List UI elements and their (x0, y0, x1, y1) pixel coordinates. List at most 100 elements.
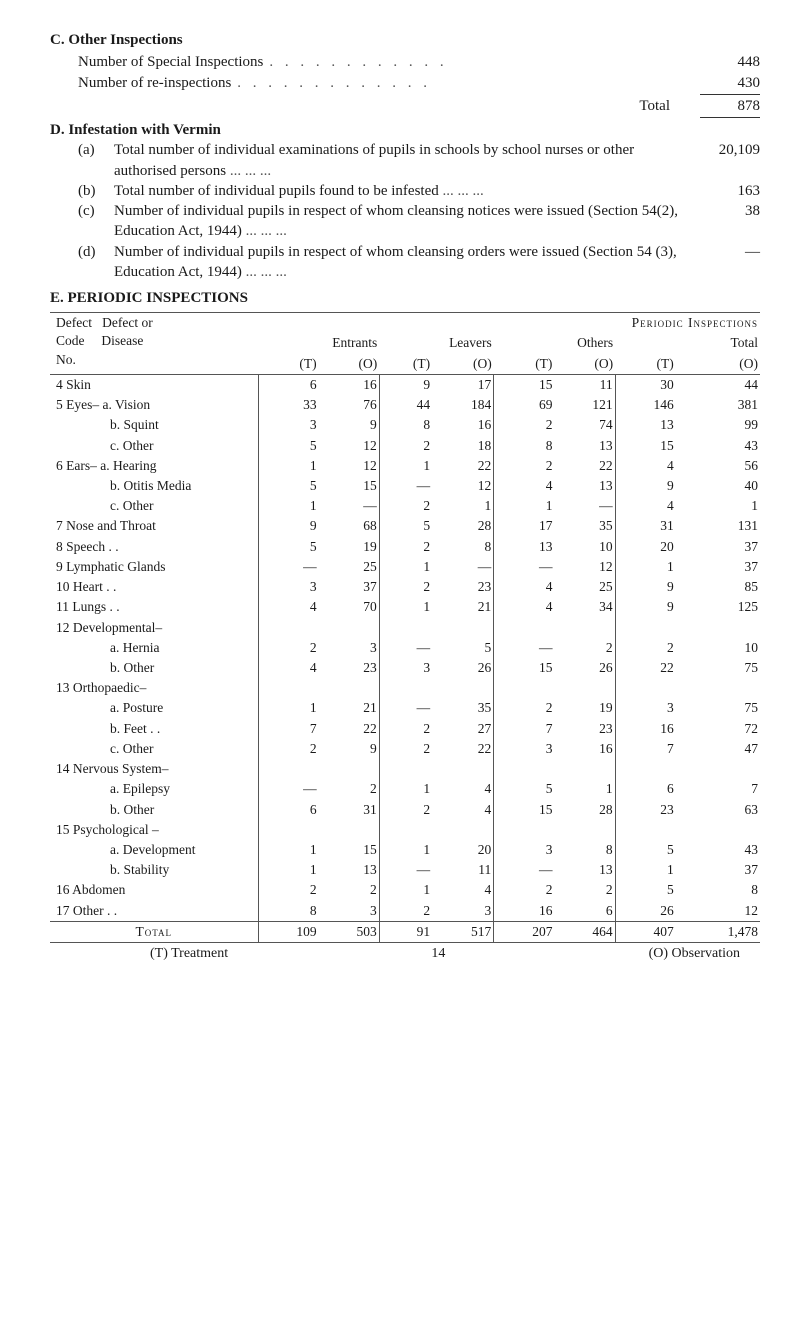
d-item-value: 38 (680, 201, 760, 242)
value-cell: 16 (319, 374, 380, 395)
value-cell: 9 (615, 577, 676, 597)
value-cell (494, 618, 555, 638)
value-cell: 7 (676, 779, 760, 799)
value-cell: 1 (379, 557, 432, 577)
footer-page: 14 (431, 945, 445, 964)
d-item: (a)Total number of individual examinatio… (50, 140, 760, 181)
value-cell: 8 (379, 415, 432, 435)
value-cell: — (494, 638, 555, 658)
value-cell: 1 (615, 860, 676, 880)
value-cell: 25 (319, 557, 380, 577)
value-cell: 184 (432, 395, 494, 415)
tot-5: 464 (554, 921, 615, 942)
leader-dots: . . . . . . . . . . . . (263, 52, 680, 72)
table-row: 15 Psychological – (50, 820, 760, 840)
value-cell: 18 (432, 436, 494, 456)
tot-7: 1,478 (676, 921, 760, 942)
value-cell (432, 820, 494, 840)
table-title: Periodic Inspections (258, 313, 760, 334)
value-cell: 381 (676, 395, 760, 415)
value-cell: 6 (258, 800, 319, 820)
value-cell: 15 (494, 658, 555, 678)
value-cell (676, 618, 760, 638)
value-cell: 19 (554, 698, 615, 718)
footer-right: (O) Observation (649, 945, 740, 964)
value-cell: 5 (258, 436, 319, 456)
value-cell: 131 (676, 516, 760, 536)
total-label: Total (78, 96, 680, 116)
value-cell: 5 (615, 880, 676, 900)
value-cell: 13 (615, 415, 676, 435)
value-cell: 6 (554, 901, 615, 922)
value-cell: 22 (432, 739, 494, 759)
table-row: 5 Eyes– a. Vision33764418469121146381 (50, 395, 760, 415)
inspections-table: Defect Defect or Code Disease No. Period… (50, 312, 760, 943)
value-cell: 69 (494, 395, 555, 415)
value-cell: 2 (319, 779, 380, 799)
value-cell: 19 (319, 537, 380, 557)
value-cell (676, 678, 760, 698)
value-cell (319, 678, 380, 698)
value-cell: 2 (554, 638, 615, 658)
tot-0: 109 (258, 921, 319, 942)
value-cell (319, 618, 380, 638)
hdr-defector: Defect or (102, 315, 153, 330)
value-cell: 1 (258, 698, 319, 718)
value-cell: 4 (258, 597, 319, 617)
table-row: 16 Abdomen22142258 (50, 880, 760, 900)
value-cell: 35 (432, 698, 494, 718)
value-cell: 75 (676, 698, 760, 718)
value-cell: 1 (258, 860, 319, 880)
sub-t: (T) (258, 354, 319, 375)
value-cell: 13 (494, 537, 555, 557)
value-cell: 4 (432, 800, 494, 820)
value-cell: 23 (432, 577, 494, 597)
value-cell: 8 (432, 537, 494, 557)
value-cell: 1 (676, 496, 760, 516)
value-cell: 146 (615, 395, 676, 415)
value-cell: 1 (432, 496, 494, 516)
table-row: 10 Heart . .337223425985 (50, 577, 760, 597)
value-cell: — (258, 779, 319, 799)
disease-cell: a. Hernia (50, 638, 258, 658)
value-cell: 4 (615, 496, 676, 516)
value-cell: 4 (494, 577, 555, 597)
d-item-text: Total number of individual pupils found … (114, 181, 680, 201)
group-leavers: Leavers (379, 333, 494, 353)
value-cell: 99 (676, 415, 760, 435)
value-cell: 70 (319, 597, 380, 617)
value-cell (554, 618, 615, 638)
value-cell: 3 (494, 840, 555, 860)
value-cell: 22 (432, 456, 494, 476)
value-cell (554, 759, 615, 779)
value-cell: — (554, 496, 615, 516)
line-value-1: 430 (680, 73, 760, 93)
disease-cell: 17 Other . . (50, 901, 258, 922)
value-cell (432, 678, 494, 698)
disease-cell: 12 Developmental– (50, 618, 258, 638)
value-cell: 72 (676, 719, 760, 739)
divider (700, 117, 760, 118)
table-row: 13 Orthopaedic– (50, 678, 760, 698)
table-row: a. Development11512038543 (50, 840, 760, 860)
value-cell: 1 (258, 840, 319, 860)
value-cell: 2 (258, 880, 319, 900)
value-cell: 2 (319, 880, 380, 900)
value-cell: 1 (494, 496, 555, 516)
value-cell: 12 (319, 456, 380, 476)
table-row: c. Other1—211—41 (50, 496, 760, 516)
d-item-letter: (a) (50, 140, 114, 181)
value-cell (676, 820, 760, 840)
value-cell: 8 (554, 840, 615, 860)
d-item-letter: (b) (50, 181, 114, 201)
value-cell: 20 (615, 537, 676, 557)
value-cell: 4 (615, 456, 676, 476)
value-cell: 43 (676, 436, 760, 456)
table-row: 14 Nervous System– (50, 759, 760, 779)
value-cell: 121 (554, 395, 615, 415)
value-cell: 4 (432, 880, 494, 900)
value-cell: 34 (554, 597, 615, 617)
disease-cell: c. Other (50, 436, 258, 456)
d-item-value: 20,109 (680, 140, 760, 181)
value-cell (432, 759, 494, 779)
